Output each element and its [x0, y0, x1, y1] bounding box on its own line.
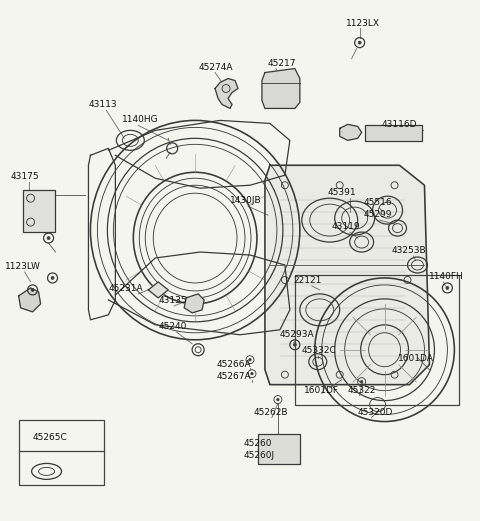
- Text: 45516: 45516: [364, 198, 392, 207]
- Circle shape: [51, 277, 54, 279]
- Text: 45267A: 45267A: [216, 371, 251, 381]
- Text: 43175: 43175: [11, 172, 39, 181]
- Text: 1140HG: 1140HG: [122, 116, 159, 125]
- Text: 45260: 45260: [244, 440, 273, 449]
- Polygon shape: [88, 148, 115, 320]
- Text: 43135: 43135: [158, 296, 187, 305]
- Text: 45231A: 45231A: [108, 284, 143, 293]
- Text: 43116D: 43116D: [382, 120, 417, 129]
- Text: 45240: 45240: [158, 322, 187, 331]
- Polygon shape: [215, 79, 238, 108]
- Text: 43119: 43119: [332, 222, 360, 231]
- Text: 1123LX: 1123LX: [346, 19, 380, 28]
- Text: 45260J: 45260J: [244, 451, 275, 461]
- Circle shape: [47, 237, 50, 240]
- Circle shape: [251, 373, 253, 375]
- Circle shape: [446, 287, 449, 290]
- Bar: [258, 435, 300, 464]
- Text: 1601DF: 1601DF: [304, 386, 339, 394]
- Circle shape: [31, 289, 34, 291]
- Circle shape: [358, 41, 361, 44]
- Text: 45265C: 45265C: [33, 433, 67, 442]
- Circle shape: [293, 343, 296, 346]
- Polygon shape: [148, 282, 168, 298]
- Bar: [23, 190, 55, 232]
- Text: 1430JB: 1430JB: [230, 196, 262, 205]
- Bar: [365, 126, 422, 141]
- Text: 45299: 45299: [364, 210, 392, 219]
- Circle shape: [249, 358, 251, 361]
- Circle shape: [360, 380, 363, 383]
- Bar: [295, 275, 459, 405]
- Polygon shape: [262, 69, 300, 108]
- Text: 45322: 45322: [348, 386, 376, 394]
- Polygon shape: [184, 294, 204, 313]
- Text: 43113: 43113: [88, 101, 117, 109]
- Text: 1123LW: 1123LW: [5, 262, 40, 271]
- Polygon shape: [19, 288, 41, 312]
- Text: 45391: 45391: [328, 188, 356, 197]
- Polygon shape: [265, 165, 430, 384]
- Text: 45262B: 45262B: [254, 407, 288, 417]
- Text: 45293A: 45293A: [280, 330, 314, 339]
- Text: 45274A: 45274A: [198, 63, 233, 71]
- Bar: [19, 419, 104, 486]
- Text: 45217: 45217: [268, 58, 297, 68]
- Polygon shape: [340, 125, 361, 140]
- Text: 43253B: 43253B: [392, 246, 426, 255]
- Text: 45320D: 45320D: [358, 407, 393, 417]
- Text: 22121: 22121: [294, 276, 322, 285]
- Text: 45332C: 45332C: [302, 346, 336, 355]
- Circle shape: [276, 399, 279, 401]
- Text: 1140FH: 1140FH: [430, 272, 464, 281]
- Text: 45266A: 45266A: [216, 359, 251, 369]
- Text: 1601DA: 1601DA: [397, 354, 433, 363]
